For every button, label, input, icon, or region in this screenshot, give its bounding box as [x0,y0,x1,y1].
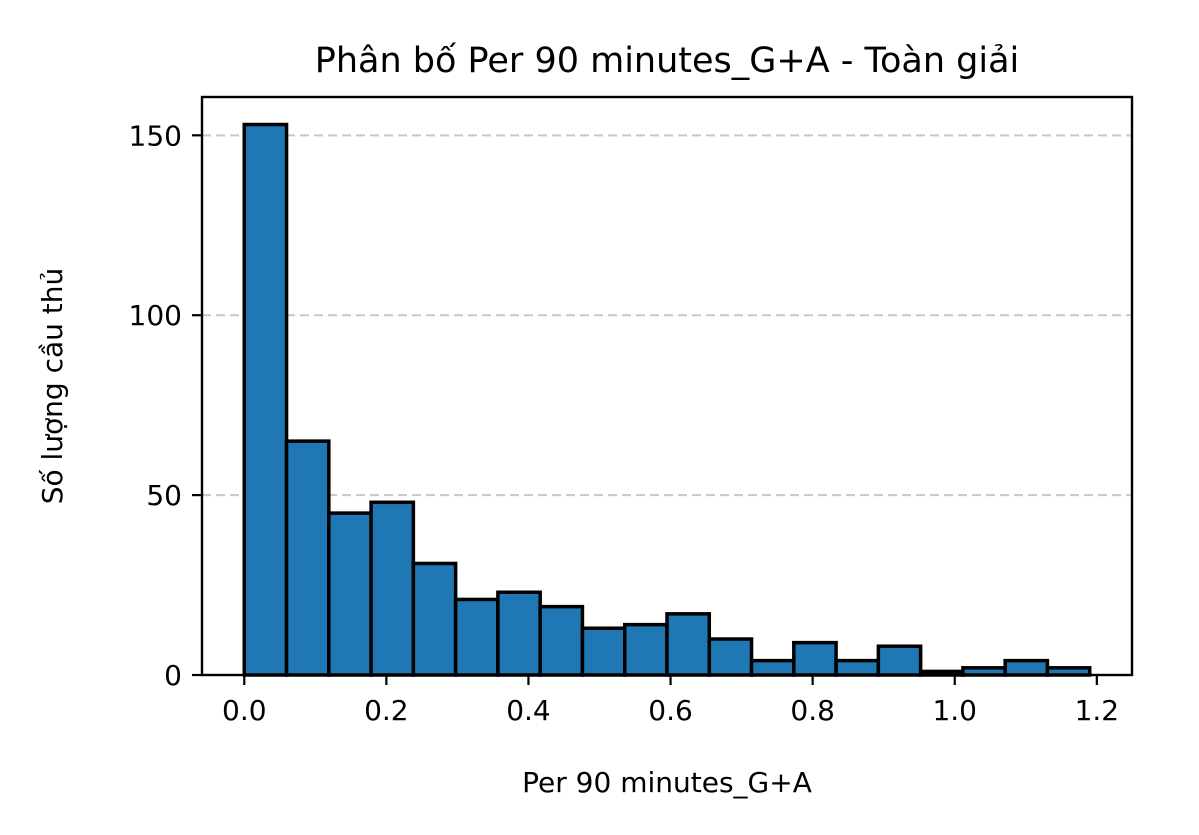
histogram-bar [284,439,331,677]
histogram-bar [538,604,585,677]
histogram-bar [411,561,458,677]
x-tick-label: 0.6 [648,694,693,727]
x-tick-label: 1.0 [932,694,977,727]
histogram-bar [876,644,923,677]
x-tick-label: 0.2 [364,694,409,727]
y-tick-label: 150 [129,119,182,152]
histogram-bar [707,637,754,677]
x-axis-label: Per 90 minutes_G+A [522,766,812,799]
histogram-bar [665,612,712,677]
histogram-bar [453,597,500,677]
y-gridlines [202,134,1132,497]
y-tick-label: 0 [164,659,182,692]
histogram-bar [580,626,627,677]
histogram-bar [496,590,542,677]
x-axis-ticks: 0.0 0.2 0.4 0.6 0.8 1.0 1.2 [222,675,1119,727]
x-tick-label: 0.4 [506,694,551,727]
x-tick-label: 0.0 [222,694,267,727]
histogram-bars [242,122,1092,677]
y-axis-ticks: 0 50 100 150 [129,119,202,692]
y-tick-label: 100 [129,299,182,332]
histogram-bar [369,500,416,677]
histogram-bar [834,658,881,677]
histogram-bar [749,658,796,677]
x-tick-label: 1.2 [1075,694,1120,727]
histogram-bar [1003,658,1050,677]
plot-frame [200,95,1134,677]
histogram-bar [622,622,669,677]
histogram-bar [242,122,289,677]
y-tick-label: 50 [146,479,182,512]
chart-title: Phân bố Per 90 minutes_G+A - Toàn giải [315,41,1020,81]
y-axis-label: Số lượng cầu thủ [36,268,69,505]
histogram-bar [792,640,838,677]
x-tick-label: 0.8 [790,694,835,727]
histogram-bar [327,511,373,677]
